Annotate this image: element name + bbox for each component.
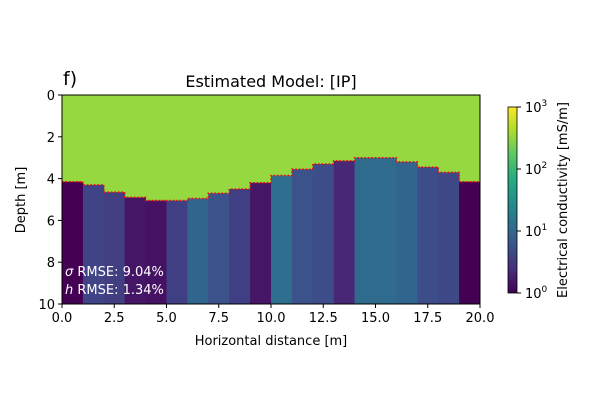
- model-column-4: [145, 200, 167, 304]
- x-axis-label: Horizontal distance [m]: [195, 334, 348, 349]
- x-axis-ticks: 0.0 2.5 5.0 7.5 10.0 12.5 15.0 17.5 20.0: [52, 304, 495, 326]
- h-symbol: h: [65, 283, 73, 298]
- y-tick-label-2: 4: [47, 173, 55, 188]
- y-tick-label-4: 8: [47, 256, 55, 271]
- model-column-2: [103, 192, 126, 304]
- y-axis-ticks: 0 2 4 6 8 10: [38, 89, 62, 313]
- chart-title: Estimated Model: [IP]: [185, 72, 356, 91]
- annotation-h-rmse: h RMSE: 1.34%: [65, 283, 164, 298]
- y-axis-label: Depth [m]: [14, 167, 29, 234]
- model-column-15: [375, 157, 397, 304]
- colorbar-tick-label-3: 103: [525, 99, 547, 116]
- panel-label: f): [63, 68, 77, 90]
- colorbar-tick-label-0: 100: [525, 285, 548, 302]
- model-column-8: [229, 189, 251, 304]
- model-column-10: [271, 175, 293, 304]
- y-tick-label-0: 0: [47, 89, 55, 104]
- model-column-1: [82, 184, 105, 304]
- h-rmse-text: RMSE: 1.34%: [73, 283, 164, 298]
- model-column-7: [208, 193, 230, 304]
- x-tick-label-7: 17.5: [413, 311, 442, 326]
- model-column-6: [187, 198, 209, 304]
- model-column-3: [124, 197, 146, 304]
- model-column-14: [354, 157, 376, 304]
- colorbar-tick-label-1: 101: [525, 223, 547, 240]
- sigma-rmse-text: RMSE: 9.04%: [73, 265, 164, 280]
- x-tick-label-5: 12.5: [309, 311, 338, 326]
- model-column-13: [333, 160, 355, 304]
- model-column-16: [396, 161, 418, 304]
- x-tick-label-2: 5.0: [156, 311, 177, 326]
- interface-line: [62, 156, 480, 202]
- x-tick-label-3: 7.5: [208, 311, 229, 326]
- x-tick-label-8: 20.0: [466, 311, 495, 326]
- x-tick-label-4: 10.0: [257, 311, 286, 326]
- model-column-5: [166, 200, 188, 304]
- colorbar-gradient: [507, 106, 518, 294]
- model-cells: [62, 95, 481, 304]
- model-column-12: [312, 163, 335, 304]
- model-column-0: [62, 181, 84, 304]
- x-tick-label-0: 0.0: [52, 311, 73, 326]
- colorbar: 100 101 102 103 Electrical conductivity [mS…: [507, 99, 571, 302]
- plot-area: 0.0 2.5 5.0 7.5 10.0 12.5 15.0 17.5 20.0 0 2 4 6 8 10…: [38, 89, 494, 326]
- x-tick-label-6: 15.0: [361, 311, 390, 326]
- model-column-19: [459, 181, 481, 304]
- colorbar-tick-label-2: 102: [525, 161, 547, 178]
- colorbar-ticks: 100 101 102 103: [517, 99, 548, 302]
- sigma-symbol: σ: [65, 265, 74, 280]
- model-column-9: [250, 182, 272, 304]
- model-column-17: [417, 167, 439, 304]
- y-tick-label-5: 10: [38, 298, 55, 313]
- x-tick-label-1: 2.5: [104, 311, 125, 326]
- model-column-18: [438, 172, 460, 304]
- colorbar-label: Electrical conductivity [mS/m]: [556, 102, 571, 298]
- model-column-11: [291, 169, 314, 304]
- annotation-sigma-rmse: σ RMSE: 9.04%: [65, 265, 164, 280]
- y-tick-label-3: 6: [47, 214, 55, 229]
- y-tick-label-1: 2: [47, 131, 55, 146]
